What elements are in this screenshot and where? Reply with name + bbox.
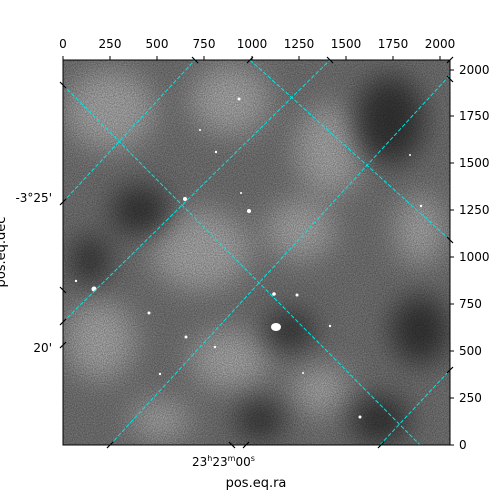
right-tick-0: 0 <box>459 438 467 452</box>
right-tick-1750: 1750 <box>459 109 490 123</box>
top-tick-1250: 1250 <box>284 37 315 51</box>
top-tick-1750: 1750 <box>378 37 409 51</box>
dec-tick-label-20: 20' <box>33 341 52 355</box>
top-tick-1500: 1500 <box>331 37 362 51</box>
x-axis-label: pos.eq.ra <box>226 476 287 491</box>
right-tick-2000: 2000 <box>459 63 490 77</box>
plot-frame <box>62 59 451 446</box>
y-axis-label: pos.eq.dec <box>0 217 9 288</box>
top-tick-0: 0 <box>59 37 67 51</box>
dec-tick-label-25: -3°25' <box>15 191 52 205</box>
right-tick-1000: 1000 <box>459 250 490 264</box>
coordinate-grid <box>63 60 450 445</box>
ra-tick-label: 23h23m00s <box>192 454 255 469</box>
top-tick-750: 750 <box>193 37 216 51</box>
right-tick-1500: 1500 <box>459 156 490 170</box>
top-pixel-axis: 0 250 500 750 1000 1250 1500 1750 2000 <box>59 37 455 60</box>
top-tick-2000: 2000 <box>425 37 456 51</box>
top-tick-250: 250 <box>99 37 122 51</box>
top-tick-1000: 1000 <box>237 37 268 51</box>
right-pixel-axis: 0 250 500 750 1000 1250 1500 1750 2000 <box>450 63 490 452</box>
top-tick-500: 500 <box>146 37 169 51</box>
right-tick-500: 500 <box>459 344 482 358</box>
sky-image <box>63 60 450 445</box>
right-tick-750: 750 <box>459 297 482 311</box>
right-tick-250: 250 <box>459 391 482 405</box>
right-tick-1250: 1250 <box>459 203 490 217</box>
wcs-ticks <box>59 56 454 449</box>
